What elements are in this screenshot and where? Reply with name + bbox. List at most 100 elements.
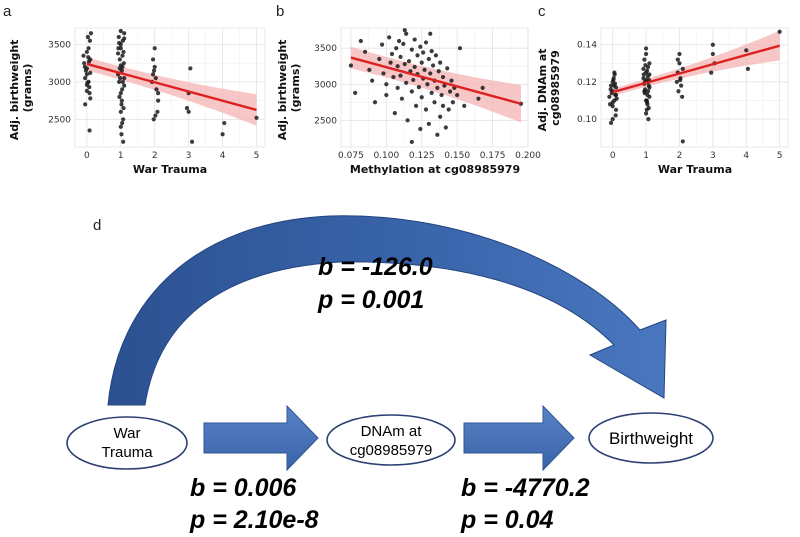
panel-b-data-point [413, 103, 419, 108]
panel-b-data-point [435, 85, 440, 90]
panel-a-data-point [186, 109, 191, 114]
panel-b-data-point [395, 85, 400, 90]
panel-c-plot-area: 0 1 2 3 4 5 0.10 0.12 0.14 [577, 27, 789, 161]
panel-a-data-point [83, 102, 88, 107]
panel-b-data-point [422, 67, 427, 72]
panel-a-data-point [156, 91, 161, 96]
panel-b-data-point [406, 59, 412, 64]
panel-b-data-point [449, 78, 454, 83]
panel-c-data-point [643, 46, 649, 51]
panel-a-data-point [222, 120, 227, 126]
direct-effect-p: p = 0.001 [317, 286, 424, 314]
panel-a-data-point [87, 38, 93, 43]
panel-c-data-point [710, 51, 715, 57]
panel-b-data-point [412, 64, 417, 70]
panel-a-data-point [121, 139, 126, 144]
panel-b-data-point [387, 35, 392, 40]
panel-c-data-point [607, 94, 612, 99]
panel-c-ytick-label: 0.10 [577, 115, 597, 125]
panel-a-data-point [116, 34, 121, 40]
panel-b-data-point [445, 66, 450, 71]
panel-b-data-point [412, 37, 417, 42]
panel-b-data-point [447, 89, 453, 94]
panel-c-xlabel: War Trauma [658, 163, 732, 176]
panel-b-data-point [381, 71, 386, 76]
panel-c-data-point [643, 63, 648, 68]
panel-b-ytick-label: 3500 [314, 44, 337, 54]
panel-a-data-point [119, 98, 124, 103]
panel-a-data-point [83, 68, 88, 73]
panel-b-data-point [415, 53, 420, 58]
panel-c-data-point [641, 66, 646, 72]
panel-a-data-point [117, 40, 122, 46]
panel-b-data-point [426, 56, 431, 62]
panel-c-data-point [644, 68, 650, 73]
panel-a-data-point [86, 59, 92, 64]
panel-a-ylabel-line2: (grams) [21, 64, 34, 113]
panel-a-data-point [84, 72, 89, 77]
panel-a-plot-area: 0 1 2 3 4 5 2500 3000 3500 [48, 27, 266, 161]
panel-b-data-point [423, 40, 429, 45]
panel-b-data-point [443, 125, 448, 130]
panel-a-data-point [118, 76, 123, 81]
panel-b-data-point [404, 80, 409, 85]
panel-c-data-point [674, 79, 679, 85]
node-dnam [326, 414, 456, 466]
panel-a-data-point [88, 70, 93, 76]
panel-b-data-point [398, 73, 403, 78]
panel-b-data-point [440, 103, 446, 108]
panel-b-data-point [439, 92, 444, 98]
panel-a-data-point [84, 88, 89, 93]
panel-a-ytick-label: 2500 [48, 115, 71, 125]
panel-a-data-point [121, 61, 126, 66]
panel-a-data-point [120, 79, 125, 84]
panel-b-data-point [392, 111, 397, 116]
panel-a-data-point [152, 64, 157, 70]
panel-b-data-point [398, 54, 403, 59]
panel-a-data-point [154, 87, 159, 92]
panel-a-data-point [151, 68, 157, 73]
node-war-trauma-line1: War [114, 425, 141, 442]
panel-b-data-point [362, 49, 368, 54]
panel-a-data-point [156, 98, 161, 103]
panel-a-ylabel: Adj. birthweight (grams) [8, 36, 34, 141]
panel-a-scatter: 0 1 2 3 4 5 2500 3000 3500 Adj. birthweight (gra… [8, 27, 266, 176]
panel-a-data-point [220, 132, 225, 137]
a-path-b: b = 0.006 [190, 474, 297, 502]
panel-a-xtick-label: 0 [84, 151, 90, 161]
panel-b-data-point [455, 92, 460, 98]
panel-c-ytick-label: 0.14 [577, 41, 597, 51]
panel-b-data-point [430, 63, 436, 68]
panel-c-data-point [680, 139, 685, 144]
direct-effect-arc [107, 215, 667, 406]
panel-c-data-point [677, 51, 682, 57]
panel-a-data-point [122, 83, 127, 88]
panel-a-data-point [150, 57, 156, 62]
panel-c-data-point [745, 66, 751, 72]
panel-b-data-point [384, 82, 389, 87]
panel-label-a: a [3, 3, 12, 20]
panel-b-data-point [405, 118, 410, 123]
panel-a-data-point [120, 120, 125, 126]
panel-a-xtick-label: 3 [186, 151, 192, 161]
panel-b-data-point [457, 46, 463, 51]
panel-c-data-point [644, 100, 650, 105]
panel-a-data-point [184, 105, 190, 111]
panel-a-data-point [115, 51, 121, 56]
panel-c-data-point [643, 51, 649, 57]
panel-b-data-point [429, 90, 434, 96]
direct-effect-b: b = -126.0 [318, 253, 433, 281]
panel-c-data-point [710, 42, 715, 47]
panel-a-data-point [85, 80, 90, 85]
panel-b-data-point [425, 82, 430, 87]
panel-a-data-point [119, 102, 124, 107]
panel-b-data-point [442, 83, 447, 88]
panel-a-data-point [85, 34, 90, 40]
panel-a-xlabel: War Trauma [133, 163, 207, 176]
panel-a-data-point [119, 132, 124, 137]
panel-b-data-point [418, 44, 423, 49]
panel-a-data-point [117, 79, 122, 84]
panel-a-data-point [122, 76, 127, 81]
panel-a-data-point [155, 109, 160, 114]
panel-b-xtick-label: 0.150 [444, 151, 470, 161]
